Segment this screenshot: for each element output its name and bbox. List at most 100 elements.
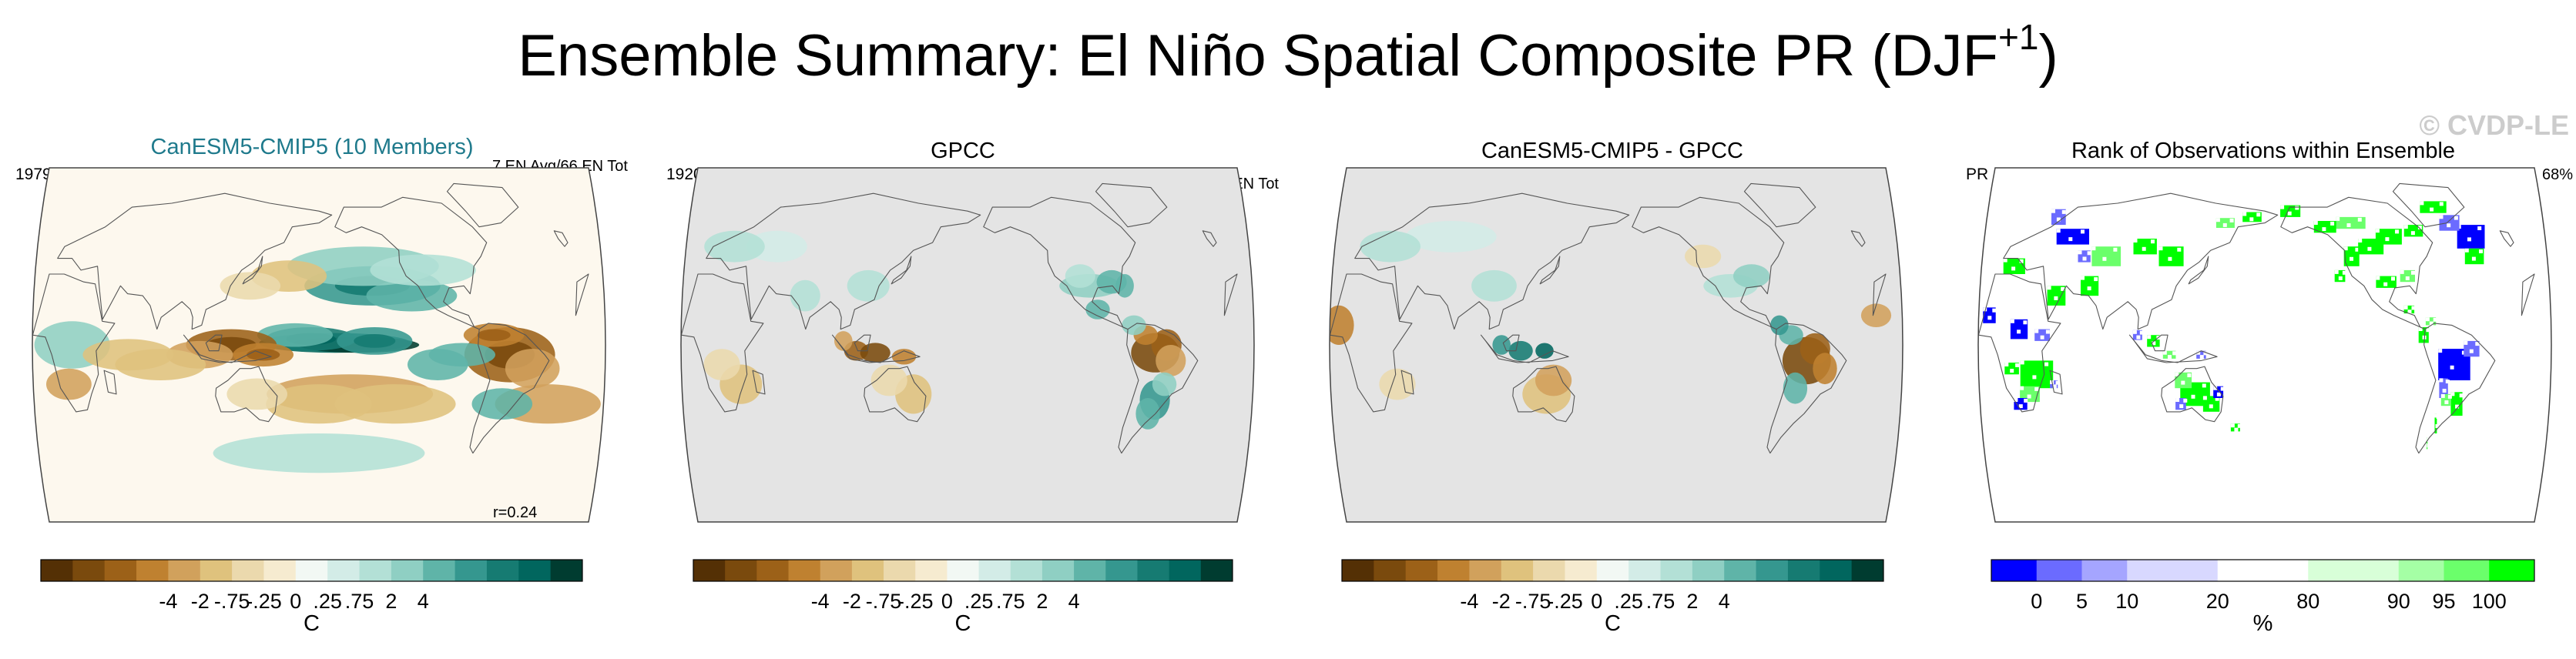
rank-cell-gap (2287, 211, 2292, 216)
coastline-indonesia (1480, 334, 1569, 363)
colorbar-swatch (423, 560, 456, 581)
rank-cell-gap (2237, 423, 2242, 428)
coastline-borneo (854, 334, 871, 352)
rank-cell-gap (2102, 256, 2107, 261)
rank-cell-gap (2014, 398, 2018, 402)
rank-cell-gap (2158, 246, 2163, 251)
colorbar-swatch (1787, 560, 1820, 581)
panel-4-map (1977, 167, 2552, 523)
rank-cell-gap (1992, 308, 1997, 313)
rank-cell-gap (2425, 317, 2430, 322)
field-contour (266, 384, 372, 424)
colorbar-swatch (1010, 560, 1043, 581)
rank-cell-gap (2411, 306, 2416, 310)
field-contour (334, 384, 456, 424)
field-contour (1115, 274, 1134, 298)
field-contour (790, 279, 820, 312)
coastline-namerica (2280, 196, 2433, 330)
colorbar-tick-label: 95 (2432, 590, 2455, 613)
coastline-greenland (1095, 182, 1168, 228)
rank-cell-gap (2010, 369, 2014, 373)
coastline-africa (575, 273, 589, 316)
rank-cell-gap (2338, 276, 2343, 280)
colorbar-frame (1341, 559, 1884, 582)
rank-cell-gap (2346, 223, 2351, 227)
colorbar-swatch (1820, 560, 1853, 581)
coastline-europeasia (2003, 192, 2279, 330)
rank-cell-gap (2403, 225, 2408, 229)
rank-cell-gap (2216, 392, 2221, 396)
rank-cell-gap (2017, 330, 2021, 334)
panel-2-field (703, 230, 1186, 430)
coastline-borneo (1502, 334, 1520, 352)
rank-cell (2450, 392, 2463, 416)
colorbar-swatch (200, 560, 233, 581)
panel-4-field (1983, 201, 2485, 450)
rank-cell-gap (2445, 380, 2450, 383)
colorbar-swatch (788, 560, 821, 581)
panel-4-right-label: 68% (2542, 166, 2573, 183)
rank-cell-gap (2435, 424, 2440, 428)
rank-cell-gap (2175, 398, 2180, 402)
coastline-borneo (2151, 334, 2168, 352)
colorbar-swatch (41, 560, 73, 581)
rank-cell-gap (2068, 237, 2073, 242)
rank-cell-gap (2411, 270, 2415, 275)
field-contour (746, 230, 807, 263)
rank-cell-gap (2242, 212, 2247, 216)
rank-cell-gap (2010, 319, 2014, 323)
colorbar-unit-label: C (304, 611, 320, 636)
colorbar-tick-label: -4 (159, 590, 177, 613)
colorbar-swatch (1074, 560, 1106, 581)
rank-cell-gap (2427, 443, 2431, 448)
colorbar-tick-label: .25 (1614, 590, 1643, 613)
field-contour (1405, 221, 1497, 253)
rank-cell-gap (2020, 360, 2024, 365)
rank-cell-gap (2023, 320, 2028, 325)
rank-cell-gap (2455, 404, 2460, 409)
coastline-japan (1539, 256, 1561, 285)
colorbar-tick-label: -.25 (1547, 590, 1583, 613)
rank-cell-gap (2357, 217, 2362, 222)
colorbar-swatch (518, 560, 552, 581)
rank-cell-gap (2027, 394, 2031, 399)
rank-cell-gap (2230, 423, 2235, 428)
rank-cell-gap (2199, 355, 2204, 360)
colorbar-swatch (2444, 560, 2490, 581)
field-contour (1508, 340, 1533, 361)
field-contour (1379, 368, 1416, 400)
rank-cell-gap (2450, 392, 2455, 396)
colorbar-swatch (1628, 560, 1662, 581)
rank-cell-gap (2433, 317, 2437, 322)
colorbar-swatch (1596, 560, 1629, 581)
colorbar-tick-label: .75 (345, 590, 374, 613)
rank-cell-gap (2034, 386, 2039, 391)
field-contour (366, 279, 458, 312)
field-contour (471, 388, 533, 420)
colorbar-swatch (2172, 560, 2219, 581)
field-contour (870, 364, 907, 396)
field-contour (370, 254, 476, 286)
coastline-africa (1223, 273, 1238, 316)
rank-cell-gap (2196, 350, 2201, 355)
rank-cell-gap (2015, 363, 2020, 367)
rank-cell-gap (2430, 207, 2434, 212)
colorbar-tick-label: 2 (385, 590, 397, 613)
coastline-namerica (1632, 196, 1785, 330)
coastline-greenland (2392, 182, 2465, 228)
rank-cell (2230, 423, 2240, 432)
rank-cell-gap (2172, 351, 2177, 356)
coastline-samerica (2415, 323, 2496, 454)
rank-cell-gap (2367, 246, 2372, 251)
coastline-africa (1872, 273, 1887, 316)
panel-4-left-label: PR (1966, 166, 1988, 183)
coastline-europeasia (1354, 192, 1630, 330)
colorbar-swatch (1041, 560, 1075, 581)
field-contour (1330, 305, 1354, 345)
field-contour (247, 349, 280, 361)
rank-cell-gap (2471, 256, 2476, 261)
title-main: Ensemble Summary: El Niño Spatial Compos… (518, 23, 1998, 89)
rank-cell-gap (2400, 269, 2404, 274)
rank-cell-gap (2045, 330, 2050, 334)
colorbar-frame (693, 559, 1233, 582)
